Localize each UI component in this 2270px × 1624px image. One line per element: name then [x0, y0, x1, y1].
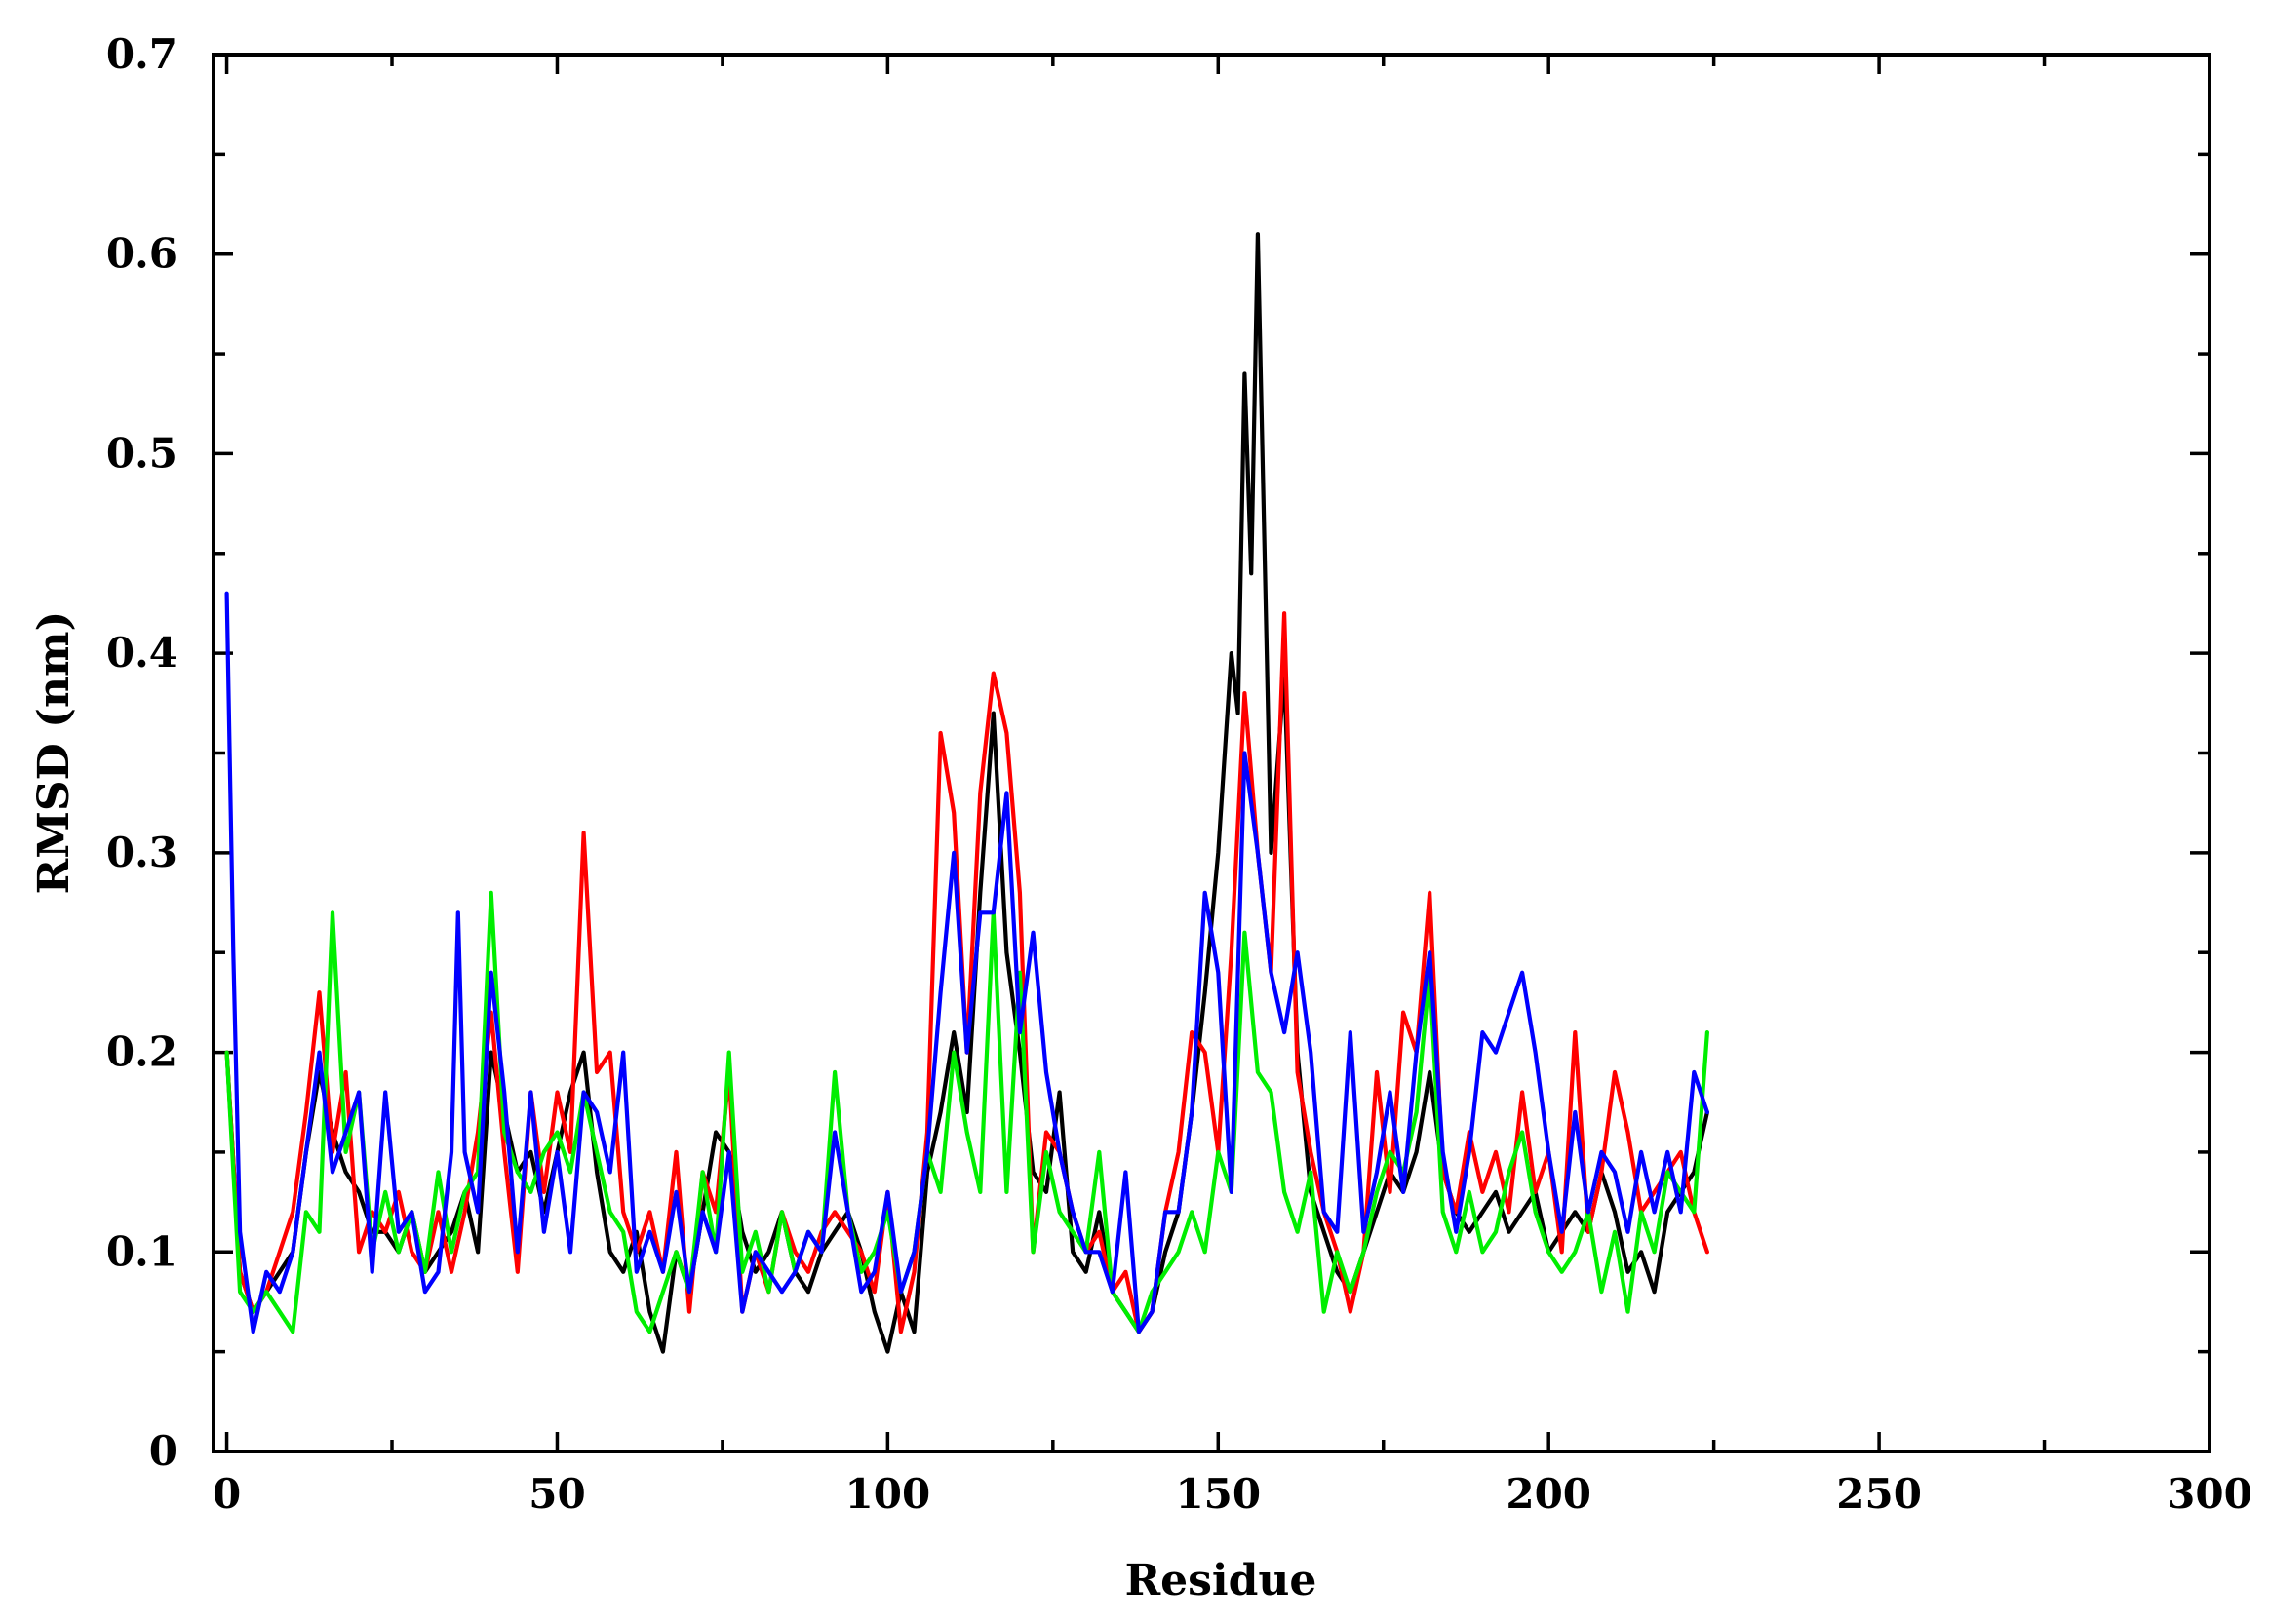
- y-tick-label: 0.4: [106, 629, 177, 677]
- y-tick-label: 0.3: [106, 829, 177, 876]
- x-tick-label: 100: [845, 1470, 931, 1518]
- y-tick-label: 0.5: [106, 429, 177, 477]
- x-tick-label: 200: [1506, 1470, 1591, 1518]
- series-layer: [224, 232, 1709, 1354]
- x-tick-label: 0: [213, 1470, 241, 1518]
- y-axis-ticks: 0 0.1 0.2 0.3 0.4 0.5 0.6 0.7: [106, 30, 2210, 1475]
- y-tick-label: 0.7: [106, 30, 177, 78]
- series-line-4: [224, 591, 1709, 1334]
- x-axis-ticks: 0 50 100 150 200 250 300: [213, 55, 2252, 1518]
- series-line-3: [224, 890, 1709, 1334]
- y-tick-label: 0.2: [106, 1028, 177, 1076]
- x-tick-label: 50: [528, 1470, 585, 1518]
- y-tick-label: 0.6: [106, 230, 177, 278]
- y-axis-label: RMSD (nm): [29, 611, 79, 895]
- y-tick-label: 0.1: [106, 1227, 177, 1275]
- x-tick-label: 300: [2167, 1470, 2252, 1518]
- y-tick-label: 0: [149, 1427, 177, 1475]
- x-tick-label: 250: [1836, 1470, 1922, 1518]
- x-axis-label: Residue: [1125, 1556, 1317, 1605]
- x-tick-label: 150: [1175, 1470, 1261, 1518]
